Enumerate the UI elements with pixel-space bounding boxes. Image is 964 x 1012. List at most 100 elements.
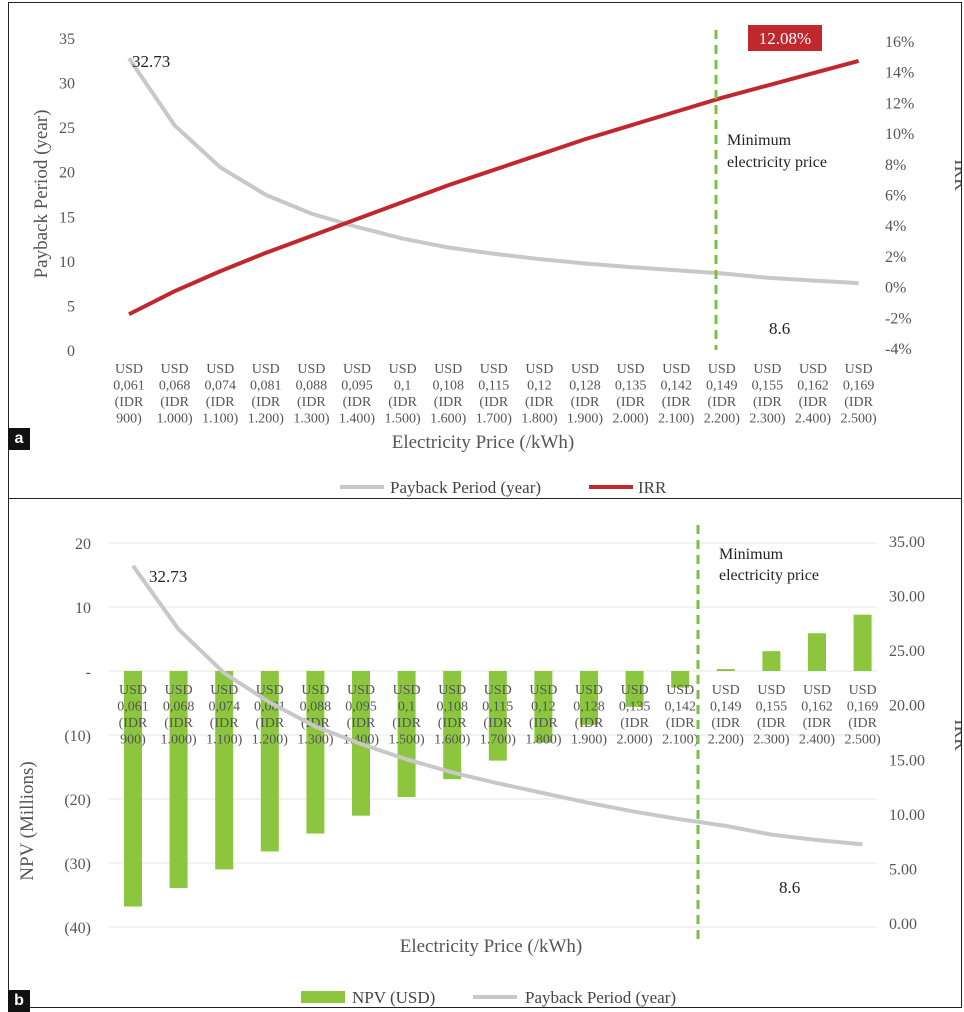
right-tick-label: 8% bbox=[885, 157, 906, 174]
right-tick-label: -2% bbox=[885, 310, 912, 327]
x-tick-label: USD bbox=[708, 362, 736, 377]
x-tick-label: 0,142 bbox=[664, 700, 696, 715]
minimum-price-label: electricity price bbox=[719, 567, 819, 584]
right-tick-label: 25.00 bbox=[889, 643, 925, 660]
x-tick-label: (IDR bbox=[479, 395, 508, 410]
right-tick-label: 10.00 bbox=[889, 807, 925, 824]
left-tick-label: 10 bbox=[75, 600, 91, 617]
x-tick-label: 1.200) bbox=[252, 733, 289, 748]
x-tick-label: 0,061 bbox=[113, 379, 145, 394]
x-axis-title: Electricity Price (/kWh) bbox=[400, 936, 583, 957]
x-tick-label: 2.500) bbox=[845, 733, 882, 748]
x-tick-label: (IDR bbox=[483, 716, 512, 731]
x-tick-label: 0,088 bbox=[296, 379, 328, 394]
x-tick-label: USD bbox=[343, 362, 371, 377]
right-tick-label: 4% bbox=[885, 218, 906, 235]
x-tick-label: USD bbox=[712, 683, 740, 698]
minimum-price-label: Minimum bbox=[719, 546, 784, 563]
npv-bar bbox=[488, 671, 507, 761]
left-tick-label: 20 bbox=[75, 536, 91, 553]
right-tick-label: 6% bbox=[885, 188, 906, 205]
x-tick-label: USD bbox=[662, 362, 690, 377]
x-tick-label: (IDR bbox=[434, 395, 463, 410]
payback-period-line bbox=[131, 564, 863, 847]
end-value-label: 8.6 bbox=[769, 319, 790, 338]
x-tick-label: (IDR bbox=[347, 716, 376, 731]
x-tick-label: 0,128 bbox=[573, 700, 605, 715]
x-tick-label: USD bbox=[389, 362, 417, 377]
npv-bar bbox=[853, 614, 872, 671]
legend-payback-label: Payback Period (year) bbox=[525, 988, 676, 1007]
x-tick-label: 1.000) bbox=[157, 412, 194, 427]
x-tick-label: USD bbox=[297, 362, 325, 377]
npv-bar bbox=[215, 671, 234, 870]
x-tick-label: 2.200) bbox=[708, 733, 745, 748]
irr-line bbox=[128, 59, 860, 317]
x-tick-label: USD bbox=[799, 362, 827, 377]
npv-bar bbox=[625, 671, 644, 707]
x-tick-label: 1.400) bbox=[339, 412, 376, 427]
x-tick-label: 0,068 bbox=[159, 379, 191, 394]
x-tick-label: USD bbox=[845, 362, 873, 377]
x-tick-label: 1.100) bbox=[206, 733, 243, 748]
right-tick-label: 30.00 bbox=[889, 589, 925, 606]
x-tick-label: (IDR bbox=[529, 716, 558, 731]
x-tick-label: 0,1 bbox=[394, 379, 412, 394]
x-tick-label: USD bbox=[115, 362, 143, 377]
x-tick-label: USD bbox=[480, 362, 508, 377]
x-tick-label: USD bbox=[438, 683, 466, 698]
x-tick-label: USD bbox=[210, 683, 238, 698]
x-tick-label: 0,12 bbox=[531, 700, 556, 715]
x-tick-label: USD bbox=[666, 683, 694, 698]
x-tick-label: USD bbox=[161, 362, 189, 377]
x-tick-label: (IDR bbox=[707, 395, 736, 410]
npv-bar bbox=[580, 671, 598, 725]
right-tick-label: -4% bbox=[885, 341, 912, 358]
minimum-price-label: Minimum bbox=[727, 132, 792, 149]
x-tick-label: 0,068 bbox=[163, 700, 195, 715]
x-tick-label: 1.500) bbox=[385, 412, 422, 427]
right-tick-label: 35.00 bbox=[889, 534, 925, 551]
x-tick-label: (IDR bbox=[392, 716, 421, 731]
chart-a-svg: 0 5 10 15 20 25 30 35 -4% -2% 0% 2% 4% 6% 8% 10% 12% 14% 1… bbox=[31, 25, 961, 497]
legend-npv-label: NPV (USD) bbox=[352, 988, 435, 1007]
start-value-label: 32.73 bbox=[132, 52, 170, 71]
x-tick-label: 1.500) bbox=[389, 733, 426, 748]
right-tick-label: 12% bbox=[885, 95, 914, 112]
right-tick-label: 10% bbox=[885, 126, 914, 143]
x-tick-label: 1.700) bbox=[476, 412, 513, 427]
x-tick-label: 1.600) bbox=[430, 412, 467, 427]
npv-bar bbox=[169, 671, 188, 888]
legend-payback-label: Payback Period (year) bbox=[390, 478, 541, 497]
x-tick-label: 0,088 bbox=[300, 700, 332, 715]
x-tick-label: (IDR bbox=[757, 716, 786, 731]
x-tick-label: 0,162 bbox=[797, 379, 829, 394]
y-axis-right-title: IRR bbox=[950, 159, 961, 191]
x-tick-label: (IDR bbox=[160, 395, 189, 410]
x-tick-label: (IDR bbox=[119, 716, 148, 731]
x-tick-label: USD bbox=[119, 683, 147, 698]
x-tick-label: (IDR bbox=[616, 395, 645, 410]
x-tick-label: (IDR bbox=[753, 395, 782, 410]
x-tick-label: 0,074 bbox=[208, 700, 240, 715]
right-tick-label: 5.00 bbox=[889, 861, 917, 878]
left-tick-label: 0 bbox=[67, 343, 75, 360]
x-tick-label: USD bbox=[849, 683, 877, 698]
x-tick-label: (IDR bbox=[575, 716, 604, 731]
left-tick-label: 25 bbox=[59, 120, 75, 137]
x-tick-label: 2.300) bbox=[753, 733, 790, 748]
right-tick-label: 2% bbox=[885, 249, 906, 266]
x-tick-label: USD bbox=[165, 683, 193, 698]
x-tick-label: 0,135 bbox=[619, 700, 651, 715]
left-tick-label: (30) bbox=[64, 856, 91, 873]
x-tick-label: (IDR bbox=[206, 395, 235, 410]
x-tick-label: (IDR bbox=[799, 395, 828, 410]
left-tick-label: 5 bbox=[67, 298, 75, 315]
x-tick-label: 1.300) bbox=[293, 412, 330, 427]
x-tick-label: 0,115 bbox=[482, 700, 513, 715]
x-tick-label: 0,169 bbox=[843, 379, 875, 394]
x-tick-label: 1.600) bbox=[434, 733, 471, 748]
panel-b: (40) (30) (20) (10) - 10 20 0.00 5.00 10.00 15.00 2… bbox=[8, 498, 962, 1008]
left-tick-label: 35 bbox=[59, 31, 75, 48]
x-tick-label: (IDR bbox=[711, 716, 740, 731]
